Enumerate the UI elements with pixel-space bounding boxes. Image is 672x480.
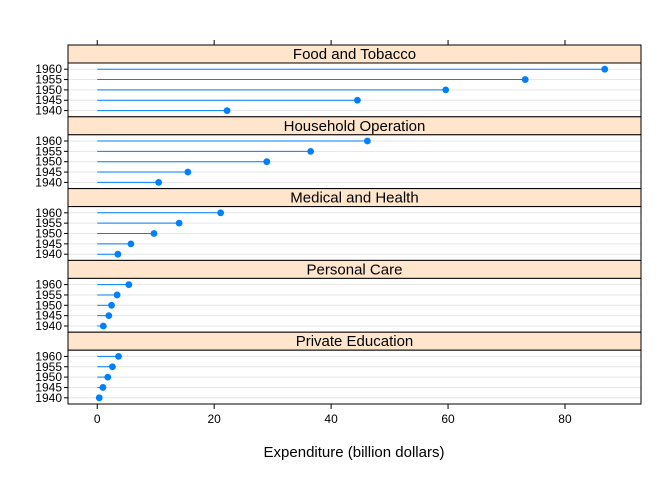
panel-border bbox=[67, 349, 642, 405]
point-private-education-1960 bbox=[115, 353, 122, 360]
point-food-and-tobacco-1945 bbox=[354, 96, 361, 104]
category-label-1945: 1945 bbox=[35, 309, 62, 323]
point-private-education-1955 bbox=[109, 363, 116, 371]
panel-strip-label: Household Operation bbox=[284, 118, 426, 135]
panels-layer: Food and Tobacco19601955195019451940Hous… bbox=[35, 44, 642, 405]
category-label-1945: 1945 bbox=[35, 165, 62, 179]
panel-strip-label: Personal Care bbox=[307, 261, 403, 278]
x-tick-label-80: 80 bbox=[558, 412, 572, 426]
point-personal-care-1945 bbox=[105, 312, 113, 320]
point-household-operation-1955 bbox=[307, 147, 315, 155]
category-label-1955: 1955 bbox=[35, 73, 62, 87]
panel-strip-label: Food and Tobacco bbox=[293, 46, 416, 63]
category-label-1940: 1940 bbox=[35, 391, 62, 405]
category-label-1950: 1950 bbox=[35, 155, 62, 169]
category-label-1960: 1960 bbox=[35, 349, 62, 363]
point-personal-care-1960 bbox=[125, 281, 133, 289]
category-label-1945: 1945 bbox=[35, 380, 62, 394]
point-household-operation-1960 bbox=[363, 137, 371, 145]
category-label-1940: 1940 bbox=[35, 319, 62, 333]
point-private-education-1950 bbox=[104, 373, 112, 381]
point-private-education-1945 bbox=[99, 384, 107, 391]
category-label-1945: 1945 bbox=[35, 93, 62, 107]
category-label-1955: 1955 bbox=[35, 216, 62, 230]
point-medical-and-health-1955 bbox=[175, 219, 183, 227]
panel-strip-label: Private Education bbox=[296, 333, 414, 350]
panel-strip-label: Medical and Health bbox=[290, 190, 418, 207]
point-food-and-tobacco-1955 bbox=[521, 76, 529, 83]
category-label-1955: 1955 bbox=[35, 144, 62, 158]
point-medical-and-health-1945 bbox=[127, 240, 135, 248]
x-axis-title: Expenditure (billion dollars) bbox=[264, 444, 445, 461]
point-private-education-1940 bbox=[95, 394, 103, 402]
category-label-1955: 1955 bbox=[35, 288, 62, 302]
category-label-1950: 1950 bbox=[35, 227, 62, 241]
category-label-1960: 1960 bbox=[35, 278, 62, 292]
point-personal-care-1955 bbox=[113, 291, 121, 299]
category-label-1950: 1950 bbox=[35, 298, 62, 312]
point-household-operation-1940 bbox=[155, 178, 163, 186]
point-household-operation-1950 bbox=[263, 158, 271, 166]
point-medical-and-health-1940 bbox=[114, 250, 122, 258]
point-personal-care-1940 bbox=[99, 322, 107, 330]
category-label-1960: 1960 bbox=[35, 134, 62, 148]
point-food-and-tobacco-1950 bbox=[442, 86, 450, 94]
category-label-1955: 1955 bbox=[35, 360, 62, 374]
point-food-and-tobacco-1960 bbox=[601, 65, 609, 73]
x-tick-label-60: 60 bbox=[441, 412, 455, 426]
point-household-operation-1945 bbox=[184, 168, 192, 176]
category-label-1950: 1950 bbox=[35, 83, 62, 97]
x-tick-label-40: 40 bbox=[324, 412, 338, 426]
category-label-1960: 1960 bbox=[35, 206, 62, 220]
point-personal-care-1950 bbox=[108, 301, 115, 309]
point-medical-and-health-1950 bbox=[150, 230, 158, 237]
category-label-1960: 1960 bbox=[35, 62, 62, 76]
category-label-1940: 1940 bbox=[35, 247, 62, 261]
category-label-1945: 1945 bbox=[35, 237, 62, 251]
point-food-and-tobacco-1940 bbox=[223, 107, 231, 114]
x-tick-label-0: 0 bbox=[94, 412, 101, 426]
x-tick-label-20: 20 bbox=[207, 412, 221, 426]
category-label-1950: 1950 bbox=[35, 370, 62, 384]
x-axis: 0 20 40 60 80 bbox=[94, 40, 572, 426]
category-label-1940: 1940 bbox=[35, 175, 62, 189]
category-label-1940: 1940 bbox=[35, 104, 62, 118]
point-medical-and-health-1960 bbox=[217, 209, 225, 217]
